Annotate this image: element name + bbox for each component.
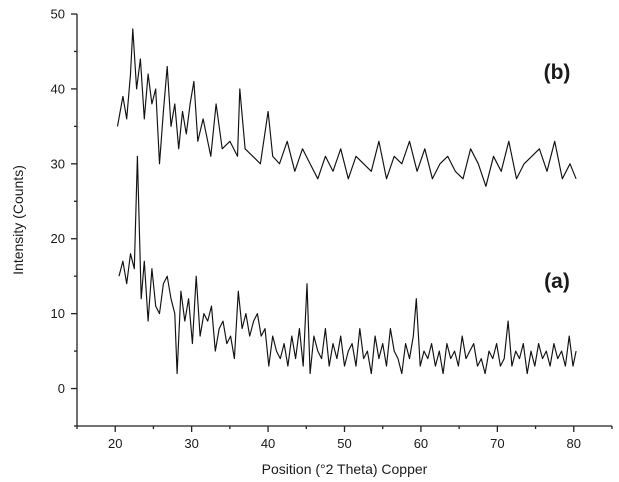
series-label-b: (b) [544,61,571,84]
series-label-a: (a) [544,270,570,293]
x-axis-title: Position (°2 Theta) Copper [262,461,428,477]
y-tick-label: 30 [51,156,65,171]
series-b-line [116,28,577,187]
x-tick-label: 20 [108,436,122,451]
ticks: 0 10 20 30 40 50 20 30 40 50 60 70 80 [51,7,613,451]
y-tick-label: 10 [51,306,65,321]
x-tick-label: 60 [414,436,428,451]
x-tick-label: 30 [184,436,198,451]
x-tick-label: 50 [337,436,351,451]
x-tick-label: 80 [567,436,581,451]
y-tick-label: 50 [51,7,65,22]
series-a-line [118,155,577,375]
y-axis-title: Intensity (Counts) [10,165,26,275]
y-tick-label: 40 [51,81,65,96]
x-tick-label: 40 [261,436,275,451]
y-tick-label: 0 [58,381,65,396]
x-tick-label: 70 [490,436,504,451]
series-group [116,28,577,375]
y-tick-label: 20 [51,231,65,246]
